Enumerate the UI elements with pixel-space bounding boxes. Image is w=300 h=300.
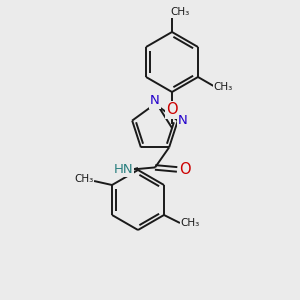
Text: N: N	[150, 94, 160, 107]
Text: HN: HN	[113, 163, 133, 176]
Text: CH₃: CH₃	[170, 7, 190, 17]
Text: O: O	[166, 103, 178, 118]
Text: CH₃: CH₃	[74, 174, 94, 184]
Text: CH₃: CH₃	[214, 82, 233, 92]
Text: N: N	[178, 114, 188, 127]
Text: O: O	[179, 162, 191, 177]
Text: CH₃: CH₃	[180, 218, 200, 228]
